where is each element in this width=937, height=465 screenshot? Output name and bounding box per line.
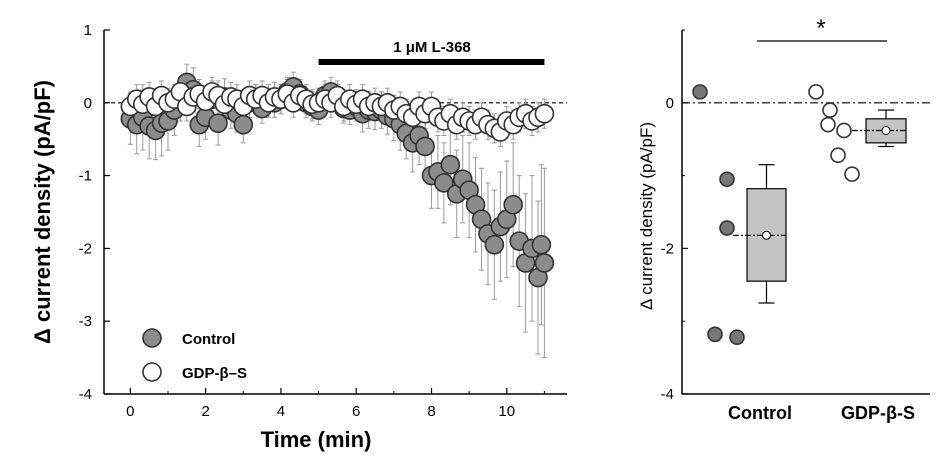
left-x-tick-label: 0 <box>126 403 134 420</box>
left-y-tick-label: -4 <box>79 386 92 403</box>
control-summary-point <box>719 220 735 236</box>
control-point <box>503 194 523 215</box>
control-point <box>484 234 505 255</box>
control-point <box>208 113 228 133</box>
left-y-tick-label: -1 <box>79 168 92 185</box>
control-point <box>534 253 555 273</box>
left-x-axis-label: Time (min) <box>261 427 372 452</box>
gdp-point <box>534 103 555 124</box>
category-label-gdp: GDP-β-S <box>841 403 915 423</box>
control-point <box>233 114 254 135</box>
right-y-tick-label: 0 <box>666 95 674 112</box>
legend-marker-gdp <box>142 362 162 382</box>
control-summary-point <box>719 171 735 188</box>
legend-marker-control <box>142 328 162 348</box>
left-y-tick-label: 1 <box>84 22 92 39</box>
left-y-tick-label: -2 <box>79 240 92 257</box>
legend-label-gdp: GDP-β–S <box>182 365 247 382</box>
time-course-chart: Δ current density (pA/pF) Time (min) 1 μ… <box>30 22 567 452</box>
control-summary-point <box>707 326 723 343</box>
right-y-axis-label: Δ current density (pA/pF) <box>637 122 656 310</box>
left-y-tick-label: -3 <box>79 313 92 330</box>
significance-asterisk: * <box>816 15 825 42</box>
control-point <box>415 136 435 157</box>
left-y-axis-label: Δ current density (pA/pF) <box>30 80 55 344</box>
control-point <box>531 234 552 255</box>
control-point <box>434 173 454 193</box>
left-x-tick-label: 6 <box>352 403 360 420</box>
box-mean-marker <box>762 230 771 240</box>
gdp-summary-point <box>836 122 852 139</box>
control-summary-point <box>692 84 708 100</box>
left-x-tick-label: 4 <box>277 403 285 420</box>
right-y-tick-label: -4 <box>661 386 674 403</box>
gdp-summary-point <box>844 166 860 182</box>
left-x-tick-label: 10 <box>498 403 515 420</box>
right-y-tick-label: -2 <box>661 240 674 257</box>
left-x-tick-label: 8 <box>427 403 435 420</box>
control-summary-point <box>729 329 745 346</box>
summary-box-chart: Δ current density (pA/pF) Control GDP-β-… <box>637 15 930 423</box>
left-y-tick-label: 0 <box>84 95 92 112</box>
legend-label-control: Control <box>182 331 235 348</box>
gdp-summary-point <box>822 102 838 118</box>
gdp-summary-point <box>808 84 824 100</box>
treatment-label: 1 μM L-368 <box>393 39 471 56</box>
box-mean-marker <box>881 125 891 135</box>
gdp-summary-point <box>820 116 836 133</box>
gdp-summary-point <box>830 147 846 164</box>
control-point <box>440 154 461 175</box>
category-label-control: Control <box>728 403 792 423</box>
left-x-tick-label: 2 <box>201 403 209 420</box>
